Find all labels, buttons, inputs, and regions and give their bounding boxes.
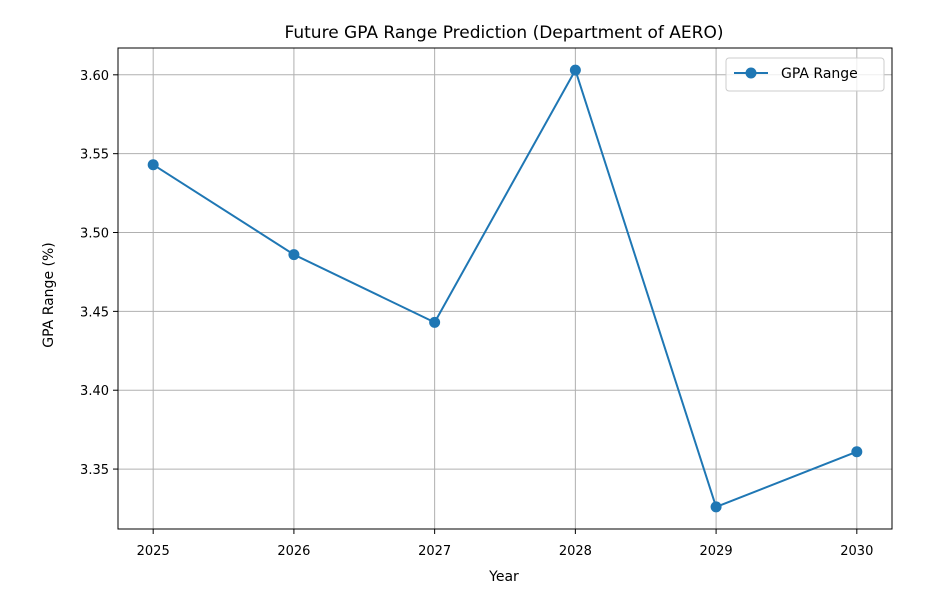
x-tick-label: 2026 <box>277 544 310 559</box>
legend-entry-label: GPA Range <box>781 66 858 82</box>
data-point <box>569 64 581 76</box>
y-tick-label: 3.50 <box>80 227 109 242</box>
data-point <box>288 249 300 261</box>
grid <box>118 48 892 529</box>
y-tick-label: 3.45 <box>80 305 109 320</box>
legend: GPA Range <box>725 57 885 92</box>
data-point <box>429 316 441 328</box>
legend-marker-swatch <box>745 67 757 79</box>
x-tick-label: 2028 <box>559 544 592 559</box>
y-tick-label: 3.35 <box>80 463 109 478</box>
plot-frame <box>117 47 893 530</box>
y-axis-label: GPA Range (%) <box>41 242 57 347</box>
legend-box <box>725 57 885 92</box>
y-tick-label: 3.60 <box>80 69 109 84</box>
data-point <box>147 159 159 171</box>
x-tick-label: 2027 <box>418 544 451 559</box>
x-axis-label: Year <box>488 569 519 585</box>
series-line <box>152 69 858 508</box>
x-tick-label: 2030 <box>840 544 873 559</box>
series-layer <box>147 64 863 513</box>
data-point <box>710 501 722 513</box>
y-tick-label: 3.40 <box>80 384 109 399</box>
chart-title: Future GPA Range Prediction (Department … <box>285 23 724 43</box>
x-tick-label: 2029 <box>700 544 733 559</box>
x-tick-label: 2025 <box>137 544 170 559</box>
y-tick-label: 3.55 <box>80 148 109 163</box>
axis-ticks: 2025 2026 2027 2028 2029 2030 3.35 3.40 3.45 3.50… <box>80 69 873 559</box>
data-point <box>851 446 863 458</box>
